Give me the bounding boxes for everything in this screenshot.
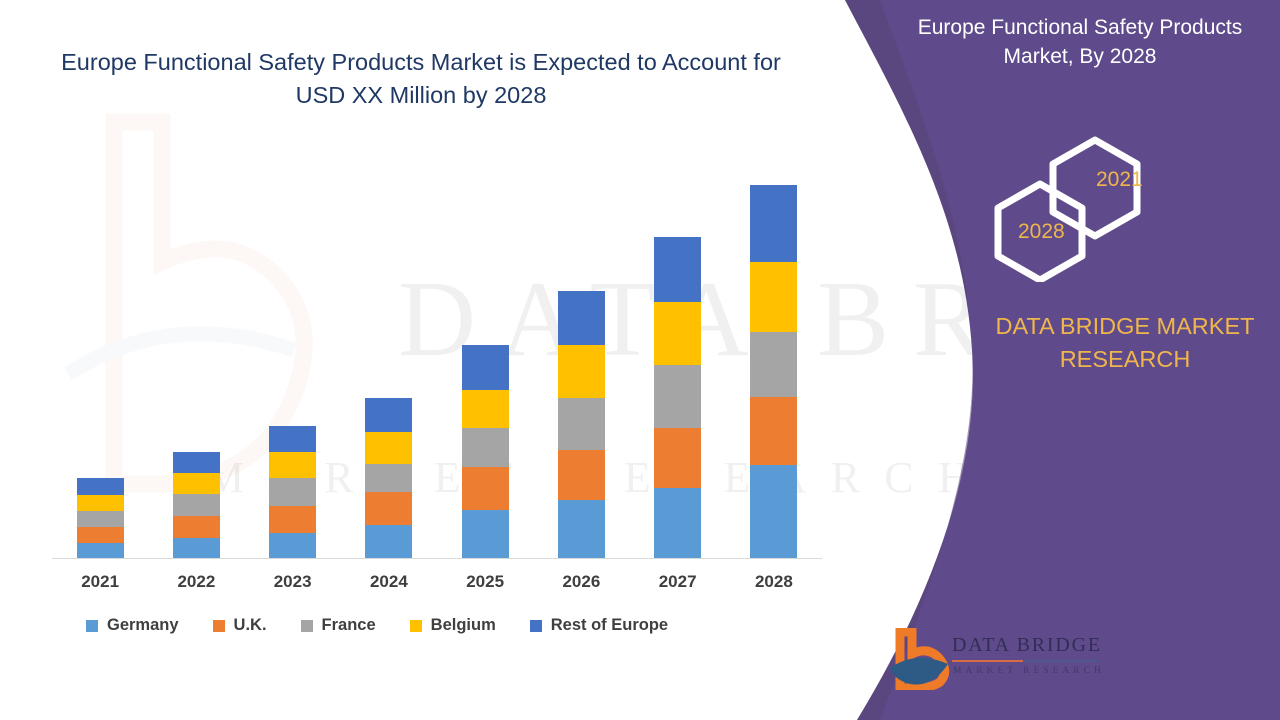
- hexagon-outline-icon: [994, 136, 1141, 284]
- bar-segment-belgium: [750, 262, 798, 332]
- bar-segment-rest-of-europe: [461, 345, 509, 390]
- bar-segment-france: [750, 332, 798, 397]
- page-title: Europe Functional Safety Products Market…: [61, 49, 781, 109]
- bar-segment-germany: [269, 533, 317, 558]
- bar-column-2025: [437, 150, 533, 558]
- legend-item-rest-of-europe[interactable]: Rest of Europe: [529, 616, 669, 635]
- hexagon-badges: 2021 2028: [985, 132, 1185, 284]
- bar-segment-germany: [654, 488, 702, 558]
- x-axis-labels: 2021 2022 2023 2024 2025 2026 2027 2028: [52, 572, 822, 592]
- bar-column-2027: [630, 150, 726, 558]
- bar-stack: [461, 345, 509, 558]
- legend-label: Germany: [107, 616, 179, 634]
- x-axis-tick-2025: 2025: [466, 572, 505, 591]
- legend-swatch-icon: [529, 619, 542, 632]
- x-axis-tick-2027: 2027: [658, 572, 697, 591]
- bar-segment-rest-of-europe: [365, 398, 413, 432]
- bar-stack: [76, 478, 124, 558]
- bar-segment-uk: [76, 527, 124, 543]
- bar-stack: [654, 237, 702, 558]
- legend-item-france[interactable]: France: [300, 616, 376, 635]
- legend-swatch-icon: [300, 619, 313, 632]
- bar-segment-uk: [461, 467, 509, 510]
- bar-segment-germany: [172, 538, 220, 558]
- legend-swatch-icon: [409, 619, 422, 632]
- legend-label: Belgium: [430, 616, 496, 634]
- bar-stack: [557, 291, 605, 558]
- legend-item-germany[interactable]: Germany: [86, 616, 179, 635]
- x-axis-tick-2024: 2024: [369, 572, 408, 591]
- bar-segment-france: [654, 365, 702, 428]
- bar-segment-belgium: [172, 473, 220, 494]
- bar-column-2022: [148, 150, 244, 558]
- brand-name: DATA BRIDGE MARKET RESEARCH: [995, 313, 1255, 373]
- bar-segment-germany: [750, 465, 798, 558]
- logo-divider: [952, 660, 1100, 662]
- bar-segment-france: [76, 511, 124, 527]
- x-axis-tick-2021: 2021: [81, 572, 120, 591]
- bar-column-2026: [533, 150, 629, 558]
- databridge-mark-icon: [890, 627, 950, 693]
- bar-segment-france: [557, 398, 605, 450]
- hexagon-label-2028: 2028: [1018, 220, 1065, 243]
- bar-segment-france: [461, 428, 509, 467]
- bar-column-2024: [341, 150, 437, 558]
- bar-segment-rest-of-europe: [654, 237, 702, 302]
- bar-segment-germany: [557, 500, 605, 558]
- bar-stack: [269, 426, 317, 558]
- bar-segment-uk: [365, 492, 413, 525]
- bar-segment-uk: [172, 516, 220, 538]
- stacked-bar-chart: [52, 150, 822, 558]
- bar-segment-uk: [750, 397, 798, 465]
- bar-segment-belgium: [654, 302, 702, 365]
- logo-title: DATA BRIDGE: [952, 634, 1102, 656]
- bar-segment-rest-of-europe: [172, 452, 220, 473]
- bar-segment-france: [365, 464, 413, 492]
- legend-item-uk[interactable]: U.K.: [212, 616, 267, 635]
- bar-segment-belgium: [557, 345, 605, 398]
- legend-label: U.K.: [233, 616, 267, 634]
- bar-stack: [750, 185, 798, 558]
- x-axis-tick-2023: 2023: [273, 572, 312, 591]
- x-axis-tick-2028: 2028: [754, 572, 793, 591]
- logo-subtitle: MARKET RESEARCH: [953, 666, 1105, 676]
- bar-segment-belgium: [461, 390, 509, 428]
- company-logo[interactable]: DATA BRIDGE MARKET RESEARCH: [888, 627, 1105, 694]
- bar-segment-germany: [461, 510, 509, 558]
- legend-swatch-icon: [212, 619, 225, 632]
- bar-segment-rest-of-europe: [750, 185, 798, 262]
- bar-segment-france: [172, 494, 220, 516]
- x-axis-tick-2026: 2026: [562, 572, 601, 591]
- bar-column-2021: [52, 150, 148, 558]
- legend-swatch-icon: [86, 619, 98, 632]
- bar-column-2023: [245, 150, 341, 558]
- bar-stack: [365, 398, 413, 558]
- bar-segment-belgium: [269, 452, 317, 478]
- legend-label: France: [321, 616, 376, 634]
- bar-segment-belgium: [76, 495, 124, 511]
- hexagon-2021-shape: [1049, 136, 1141, 240]
- bar-column-2028: [726, 150, 822, 558]
- legend-label: Rest of Europe: [550, 616, 669, 634]
- x-axis-tick-2022: 2022: [177, 572, 216, 591]
- panel-title: Europe Functional Safety Products Market…: [917, 16, 1243, 68]
- bar-segment-rest-of-europe: [557, 291, 605, 345]
- bar-segment-rest-of-europe: [76, 478, 124, 495]
- chart-legend: Germany U.K. France Belgium Rest of Euro…: [86, 616, 806, 635]
- bar-segment-rest-of-europe: [269, 426, 317, 452]
- bar-stack: [172, 452, 220, 558]
- hexagon-2028-shape: [994, 180, 1086, 284]
- bar-segment-france: [269, 478, 317, 506]
- bar-segment-belgium: [365, 432, 413, 464]
- bar-segment-germany: [76, 543, 124, 558]
- hexagon-label-2021: 2021: [1096, 168, 1143, 191]
- bar-segment-uk: [557, 450, 605, 500]
- bar-segment-uk: [269, 506, 317, 533]
- chart-baseline: [52, 558, 822, 559]
- bar-segment-germany: [365, 525, 413, 558]
- bar-segment-uk: [654, 428, 702, 488]
- legend-item-belgium[interactable]: Belgium: [409, 616, 496, 635]
